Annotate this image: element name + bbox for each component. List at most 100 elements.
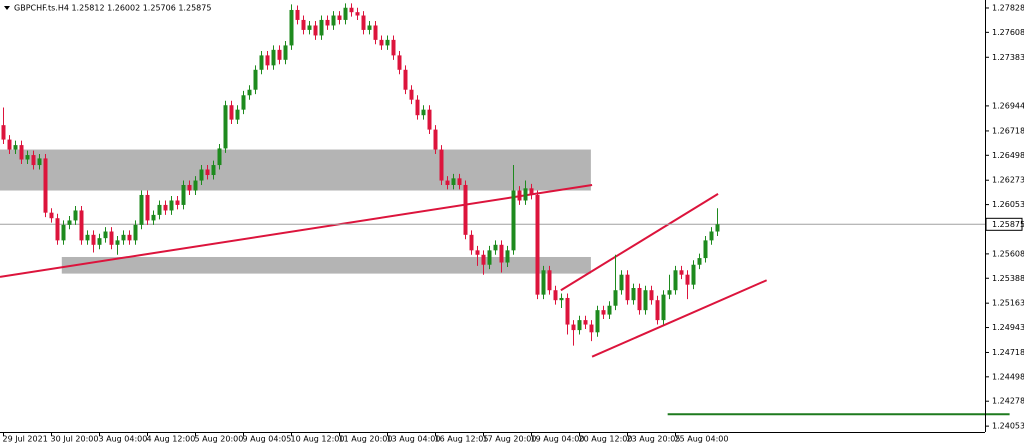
last-price-label: 1.25875 xyxy=(992,220,1024,229)
candle-body xyxy=(703,240,708,259)
candle-body xyxy=(613,290,618,306)
candle-body xyxy=(589,324,594,333)
candle-body xyxy=(529,188,534,195)
y-tick-label: 1.26944 xyxy=(992,101,1024,110)
y-tick-label: 1.27608 xyxy=(992,28,1024,37)
y-tick-label: 1.25388 xyxy=(992,274,1024,283)
x-tick-label: 5 Aug 20:00 xyxy=(195,435,244,444)
x-tick-label: 30 Jul 20:00 xyxy=(51,435,99,444)
y-tick-label: 1.24718 xyxy=(992,348,1024,357)
candle-body xyxy=(511,190,516,251)
candle-body xyxy=(385,39,390,46)
candle-body xyxy=(709,231,714,241)
candle-body xyxy=(445,180,450,185)
candle-body xyxy=(265,55,270,66)
candle-body xyxy=(631,288,636,301)
candle-body xyxy=(199,169,204,181)
candle-body xyxy=(223,105,228,149)
x-tick-label: 16 Aug 12:05 xyxy=(435,435,489,444)
candle-body xyxy=(313,25,318,36)
candle-body xyxy=(523,188,528,201)
zone xyxy=(0,149,591,191)
candle-body xyxy=(85,234,90,241)
candle-body xyxy=(361,15,366,30)
candle-body xyxy=(115,240,120,245)
candle-body xyxy=(241,95,246,110)
y-tick-label: 1.25163 xyxy=(992,299,1024,308)
candle-body xyxy=(391,39,396,56)
candle-body xyxy=(667,290,672,295)
candle-body xyxy=(535,194,540,295)
candle-body xyxy=(103,231,108,239)
candle-body xyxy=(253,69,258,90)
candle-body xyxy=(301,19,306,30)
candle-body xyxy=(145,194,150,221)
candle-body xyxy=(91,234,96,245)
x-tick-label: 29 Jul 2021 xyxy=(3,435,48,444)
candle-body xyxy=(565,297,570,325)
candle-body xyxy=(493,244,498,251)
candle-body xyxy=(229,105,234,120)
candle-body xyxy=(73,210,78,221)
y-tick-label: 1.24278 xyxy=(992,397,1024,406)
candle-body xyxy=(457,178,462,185)
candle-body xyxy=(655,300,660,321)
candle-body xyxy=(247,89,252,96)
candle-body xyxy=(169,200,174,211)
y-tick-label: 1.24053 xyxy=(992,422,1024,431)
candle-body xyxy=(463,184,468,235)
candle-body xyxy=(505,250,510,263)
candle-body xyxy=(643,290,648,311)
candle-body xyxy=(679,270,684,275)
candle-body xyxy=(367,25,372,30)
candle-body xyxy=(397,55,402,70)
candle-body xyxy=(595,310,600,333)
trend-line xyxy=(591,279,768,358)
candle-body xyxy=(451,178,456,185)
candle-body xyxy=(13,145,18,150)
y-tick-label: 1.27383 xyxy=(992,53,1024,62)
candle-body xyxy=(139,194,144,225)
candle-body xyxy=(619,274,624,291)
trend-line xyxy=(0,183,593,278)
candle-body xyxy=(133,224,138,241)
candle-body xyxy=(31,155,36,166)
candle-body xyxy=(403,69,408,90)
candle-body xyxy=(157,204,162,215)
candle-body xyxy=(295,9,300,20)
candle-body xyxy=(7,139,12,150)
x-tick-label: 13 Aug 04:00 xyxy=(387,435,441,444)
candle-body xyxy=(637,288,642,311)
candle-body xyxy=(271,49,276,66)
x-tick-label: 11 Aug 20:00 xyxy=(339,435,393,444)
candle-body xyxy=(553,290,558,301)
menu-arrow[interactable] xyxy=(4,6,10,10)
candle-body xyxy=(547,270,552,291)
x-tick-label: 20 Aug 12:00 xyxy=(579,435,633,444)
x-tick-label: 10 Aug 12:00 xyxy=(291,435,345,444)
candle-body xyxy=(55,218,60,241)
y-tick-label: 1.26498 xyxy=(992,151,1024,160)
candle-body xyxy=(499,244,504,263)
candle-body xyxy=(337,15,342,20)
candle-body xyxy=(469,234,474,251)
candle-body xyxy=(661,294,666,321)
trend-line xyxy=(560,192,719,292)
candle-body xyxy=(601,310,606,315)
candle-body xyxy=(109,231,114,245)
last-price-tag xyxy=(985,217,1023,231)
candle-body xyxy=(127,234,132,241)
candle-body xyxy=(259,55,264,70)
candle-body xyxy=(487,250,492,265)
y-tick-label: 1.25608 xyxy=(992,249,1024,258)
candle-body xyxy=(577,320,582,331)
candle-body xyxy=(205,169,210,176)
candle-body xyxy=(409,89,414,100)
candle-body xyxy=(715,224,720,232)
axes: 1.27828 1.27608 1.27383 1.26944 1.26718 1.264… xyxy=(3,3,1024,443)
y-tick-label: 1.24943 xyxy=(992,323,1024,332)
candle-body xyxy=(691,264,696,285)
candle-body xyxy=(517,190,522,201)
x-tick-label: 25 Aug 04:00 xyxy=(675,435,729,444)
